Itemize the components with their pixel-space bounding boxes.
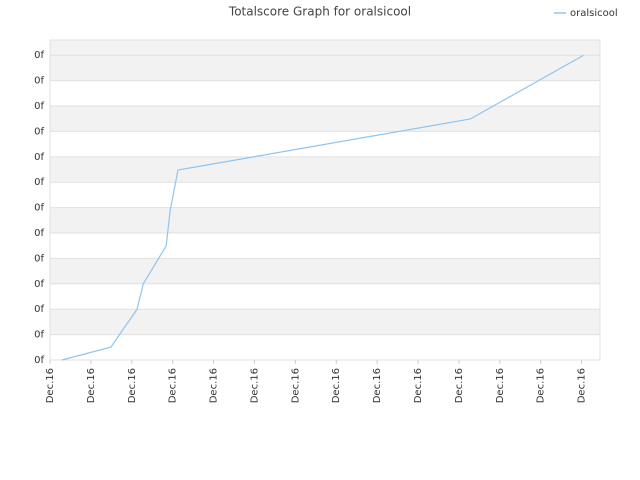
x-tick-label: Dec.16 (127, 368, 138, 403)
x-tick-label: Dec.16 (577, 368, 588, 403)
y-tick-label: 0f (34, 279, 44, 290)
grid-band (50, 182, 600, 208)
x-tick-label: Dec.16 (454, 368, 465, 403)
y-tick-label: 0f (34, 330, 44, 341)
chart-title: Totalscore Graph for oralsicool (228, 5, 411, 19)
x-tick-label: Dec.16 (290, 368, 301, 403)
x-tick-label: Dec.16 (168, 368, 179, 403)
y-tick-label: 0f (34, 203, 44, 214)
x-tick-label: Dec.16 (331, 368, 342, 403)
y-tick-label: 0f (34, 50, 44, 61)
x-tick-label: Dec.16 (495, 368, 506, 403)
grid-band (50, 283, 600, 310)
x-tick-label: Dec.16 (372, 368, 383, 403)
y-tick-label: 0f (34, 76, 44, 87)
x-tick-label: Dec.16 (413, 368, 424, 403)
x-tick-label: Dec.16 (45, 368, 56, 403)
grid-band (50, 334, 600, 360)
y-tick-label: 0f (34, 228, 44, 239)
y-tick-label: 0f (34, 126, 44, 137)
y-tick-label: 0f (34, 101, 44, 112)
y-tick-label: 0f (34, 152, 44, 163)
x-tick-label: Dec.16 (209, 368, 220, 403)
y-tick-label: 0f (34, 177, 44, 188)
plot-border (49, 39, 601, 361)
grid-band (50, 233, 600, 259)
x-tick-label: Dec.16 (249, 368, 260, 403)
line (61, 54, 584, 361)
legend-label: oralsicool (570, 8, 618, 19)
x-tick-label: Dec.16 (86, 368, 97, 403)
y-tick-label: 0f (34, 304, 44, 315)
grid-band (50, 80, 600, 107)
y-tick-label: 0f (34, 253, 44, 264)
x-tick-label: Dec.16 (536, 368, 547, 403)
y-tick-label: 0f (34, 355, 44, 366)
